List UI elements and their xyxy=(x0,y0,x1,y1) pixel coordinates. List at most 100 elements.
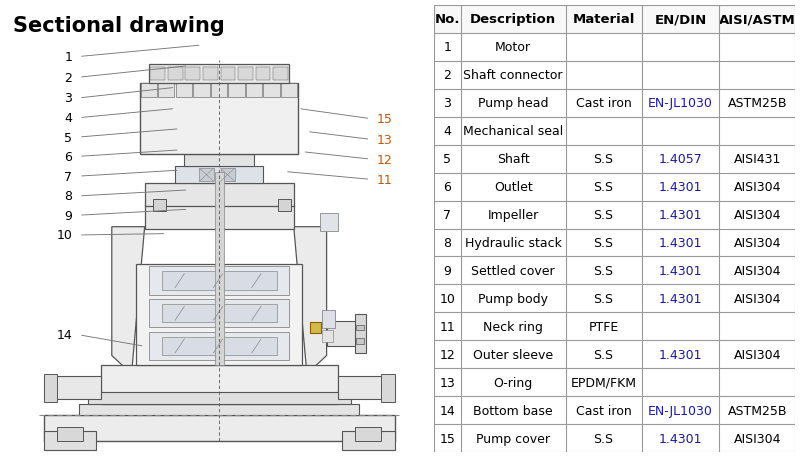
Text: 2: 2 xyxy=(443,69,451,82)
Text: AISI304: AISI304 xyxy=(734,292,781,305)
Text: S.S: S.S xyxy=(594,292,614,305)
Bar xyxy=(88,392,350,404)
Text: AISI304: AISI304 xyxy=(734,236,781,250)
Bar xyxy=(145,204,294,230)
Bar xyxy=(145,184,294,207)
Text: Neck ring: Neck ring xyxy=(483,320,543,333)
Text: 1.4301: 1.4301 xyxy=(658,181,702,194)
Bar xyxy=(215,173,223,365)
Text: 1.4301: 1.4301 xyxy=(658,236,702,250)
Text: ASTM25B: ASTM25B xyxy=(727,404,787,417)
Bar xyxy=(310,323,321,334)
Text: Pump head: Pump head xyxy=(478,97,549,110)
Bar xyxy=(342,431,394,450)
Text: 13: 13 xyxy=(377,134,393,146)
Bar xyxy=(273,67,288,81)
Bar xyxy=(382,374,394,402)
Bar xyxy=(320,213,338,232)
Text: 1: 1 xyxy=(65,51,72,64)
Text: 14: 14 xyxy=(439,404,455,417)
Text: Hydraulic stack: Hydraulic stack xyxy=(465,236,562,250)
Text: 10: 10 xyxy=(57,229,72,242)
Text: 3: 3 xyxy=(443,97,451,110)
Text: Cast iron: Cast iron xyxy=(576,97,631,110)
Bar xyxy=(176,84,192,97)
Bar xyxy=(322,330,333,342)
Bar xyxy=(199,169,214,182)
Text: S.S: S.S xyxy=(594,181,614,194)
Text: 7: 7 xyxy=(443,208,451,222)
Text: PTFE: PTFE xyxy=(589,320,618,333)
Bar xyxy=(357,339,364,344)
Bar xyxy=(221,67,235,81)
Text: O-ring: O-ring xyxy=(494,376,533,389)
Text: S.S: S.S xyxy=(594,431,614,445)
Text: 1.4301: 1.4301 xyxy=(658,292,702,305)
Bar xyxy=(281,84,298,97)
Text: 9: 9 xyxy=(443,264,451,277)
Text: 11: 11 xyxy=(377,174,393,186)
Text: S.S: S.S xyxy=(594,208,614,222)
Text: Impeller: Impeller xyxy=(487,208,538,222)
Text: S.S: S.S xyxy=(594,348,614,361)
Bar xyxy=(149,267,290,295)
Bar xyxy=(162,337,277,355)
Bar xyxy=(44,431,97,450)
Text: 6: 6 xyxy=(65,151,72,163)
Text: 15: 15 xyxy=(439,431,455,445)
Text: 8: 8 xyxy=(443,236,451,250)
Polygon shape xyxy=(294,227,326,374)
Text: 14: 14 xyxy=(57,329,72,341)
Bar xyxy=(149,65,290,84)
Text: Shaft: Shaft xyxy=(497,153,530,166)
Text: 8: 8 xyxy=(64,190,72,203)
Bar xyxy=(140,84,298,155)
Text: EPDM/FKM: EPDM/FKM xyxy=(570,376,637,389)
Bar xyxy=(162,304,277,323)
Text: 6: 6 xyxy=(443,181,451,194)
Text: Sectional drawing: Sectional drawing xyxy=(13,16,225,36)
Bar xyxy=(203,67,218,81)
Bar xyxy=(44,374,57,402)
Text: Pump body: Pump body xyxy=(478,292,548,305)
Text: AISI304: AISI304 xyxy=(734,208,781,222)
Text: Pump cover: Pump cover xyxy=(476,431,550,445)
Text: 1: 1 xyxy=(443,41,451,54)
Bar xyxy=(229,84,245,97)
Text: Material: Material xyxy=(572,13,634,27)
Text: 12: 12 xyxy=(439,348,455,361)
Text: Shaft connector: Shaft connector xyxy=(463,69,563,82)
Text: Outlet: Outlet xyxy=(494,181,533,194)
Bar xyxy=(263,84,280,97)
Text: ASTM25B: ASTM25B xyxy=(727,97,787,110)
Text: EN/DIN: EN/DIN xyxy=(654,13,706,27)
Text: Motor: Motor xyxy=(495,41,531,54)
Bar xyxy=(79,404,359,415)
Bar xyxy=(255,67,270,81)
Bar xyxy=(57,427,83,441)
Bar xyxy=(322,310,335,328)
Text: EN-JL1030: EN-JL1030 xyxy=(648,404,713,417)
Bar xyxy=(149,332,290,360)
Text: 1.4301: 1.4301 xyxy=(658,264,702,277)
Bar xyxy=(154,200,166,211)
Bar xyxy=(211,84,227,97)
Text: 10: 10 xyxy=(439,292,455,305)
Bar xyxy=(338,376,394,399)
Text: Description: Description xyxy=(470,13,556,27)
Text: S.S: S.S xyxy=(594,153,614,166)
Text: AISI304: AISI304 xyxy=(734,181,781,194)
Text: 12: 12 xyxy=(377,153,393,166)
Bar xyxy=(246,84,262,97)
Text: 1.4301: 1.4301 xyxy=(658,208,702,222)
Bar xyxy=(184,155,254,166)
Bar xyxy=(355,314,366,353)
Bar xyxy=(434,6,795,34)
Bar xyxy=(150,67,166,81)
Text: Outer sleeve: Outer sleeve xyxy=(473,348,554,361)
Text: Mechanical seal: Mechanical seal xyxy=(463,125,563,138)
Bar xyxy=(326,321,359,347)
Text: No.: No. xyxy=(434,13,460,27)
Bar xyxy=(357,325,364,330)
Text: AISI304: AISI304 xyxy=(734,264,781,277)
